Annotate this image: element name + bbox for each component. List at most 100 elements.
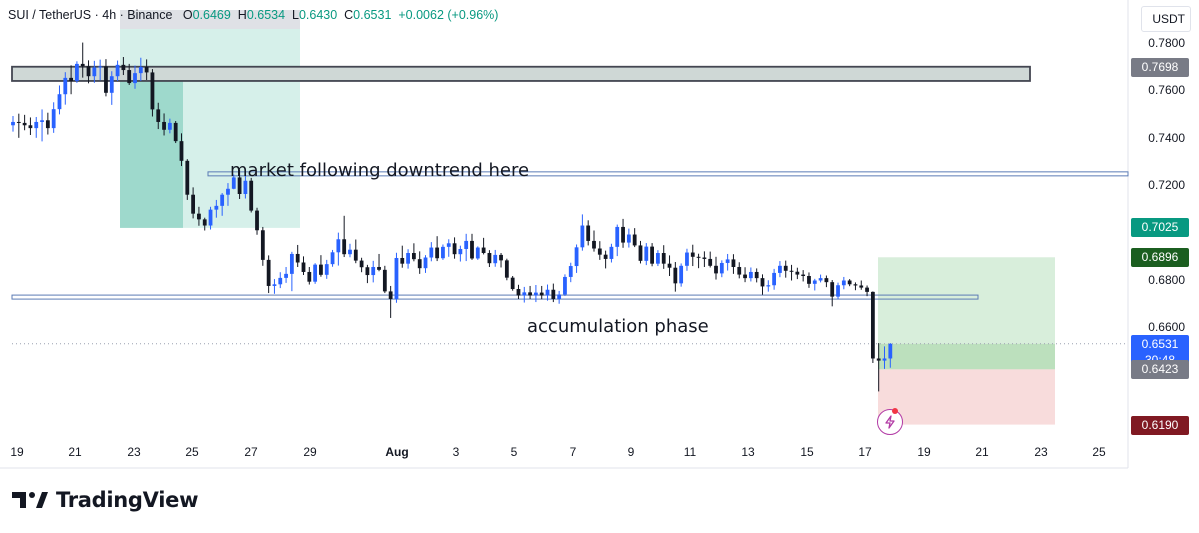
- candle-body: [766, 285, 771, 287]
- time-tick-label: 19: [917, 445, 931, 459]
- candle-body: [214, 205, 219, 210]
- candle-body: [185, 160, 190, 195]
- time-tick-label: 7: [569, 445, 577, 459]
- candle-body: [301, 262, 306, 272]
- candle-body: [499, 254, 503, 261]
- resistance-box: [11, 65, 1031, 82]
- candle-body: [690, 252, 695, 257]
- candle-body: [725, 259, 730, 263]
- candle-body: [853, 284, 858, 286]
- candle-body: [795, 271, 800, 275]
- close-label: C: [344, 8, 354, 22]
- candle-body: [179, 141, 184, 161]
- candle-body: [319, 264, 323, 275]
- candle-body: [394, 257, 399, 299]
- candle-body: [487, 253, 492, 264]
- candle-body: [295, 253, 300, 263]
- price-tag: 0.7025: [1131, 217, 1189, 237]
- candle-body: [539, 292, 544, 296]
- candle-body: [789, 270, 794, 272]
- chart-area[interactable]: SUI / TetherUS · 4h · Binance O0.6469 H0…: [0, 0, 1199, 470]
- candle-body: [557, 294, 562, 299]
- time-tick-label: 11: [683, 445, 697, 459]
- candle-body: [92, 67, 97, 77]
- candle-body: [167, 122, 172, 130]
- candle-body: [11, 121, 15, 126]
- candle-body: [685, 252, 689, 266]
- downtrend-annotation[interactable]: market following downtrend here: [230, 160, 530, 181]
- candle-body: [353, 249, 358, 261]
- candle-body: [522, 292, 527, 296]
- close-value: 0.6531: [353, 8, 392, 22]
- candle-body: [574, 247, 579, 267]
- candle-body: [371, 266, 376, 276]
- price-tick-label: 0.7800: [1148, 36, 1185, 51]
- candle-body: [307, 271, 312, 282]
- candle-body: [197, 213, 201, 220]
- candle-body: [516, 289, 521, 296]
- currency-button[interactable]: [1141, 6, 1191, 32]
- candle-body: [801, 274, 806, 276]
- candle-body: [621, 226, 625, 243]
- candle-body: [876, 358, 881, 361]
- candle-body: [237, 177, 242, 194]
- time-tick-label: 5: [510, 445, 518, 459]
- candle-body: [441, 246, 445, 259]
- candle-body: [377, 266, 381, 270]
- candle-body: [626, 234, 631, 243]
- price-tag-value: 0.6423: [1141, 362, 1179, 377]
- candle-body: [870, 291, 875, 359]
- candle-body: [115, 64, 120, 77]
- candle-body: [208, 209, 213, 226]
- candle-body: [446, 243, 451, 247]
- candle-body: [661, 253, 666, 264]
- open-value: 0.6469: [192, 8, 231, 22]
- candle-body: [133, 73, 137, 84]
- candle-body: [679, 265, 684, 284]
- low-value: 0.6430: [298, 8, 338, 22]
- candle-body: [830, 282, 835, 297]
- time-tick-label: 25: [185, 445, 199, 459]
- brand-name: TradingView: [56, 488, 199, 512]
- time-tick-label: 13: [741, 445, 755, 459]
- time-tick-label: 21: [68, 445, 82, 459]
- accumulation-annotation[interactable]: accumulation phase: [527, 316, 709, 337]
- candle-body: [144, 66, 149, 73]
- time-tick-label: 21: [975, 445, 989, 459]
- candle-body: [714, 265, 718, 274]
- price-tag-value: 0.7698: [1141, 60, 1179, 75]
- symbol-title: SUI / TetherUS · 4h · Binance: [8, 8, 173, 22]
- time-tick-label: 17: [858, 445, 872, 459]
- candle-body: [417, 259, 422, 269]
- candle-body: [220, 194, 225, 206]
- candle-body: [470, 240, 474, 259]
- time-tick-label: 23: [127, 445, 141, 459]
- candle-body: [783, 265, 788, 271]
- candle-body: [255, 210, 259, 231]
- price-tag: 0.6423: [1131, 360, 1189, 380]
- candle-body: [545, 289, 550, 296]
- price-chart[interactable]: [0, 0, 1199, 470]
- candle-body: [702, 257, 707, 259]
- time-tick-label: 15: [800, 445, 814, 459]
- time-tick-label: 3: [452, 445, 460, 459]
- candle-body: [464, 240, 469, 249]
- candle-body: [104, 66, 108, 93]
- candle-body: [69, 77, 73, 81]
- candle-body: [754, 271, 759, 279]
- candle-body: [609, 246, 614, 259]
- candle-body: [696, 256, 701, 258]
- candle-body: [534, 292, 538, 296]
- candle-body: [266, 259, 271, 286]
- candle-body: [778, 265, 782, 273]
- candle-body: [284, 273, 288, 278]
- stop-zone: [878, 369, 1055, 425]
- candle-body: [818, 278, 823, 281]
- price-tag-value: 0.7025: [1141, 219, 1179, 234]
- candle-body: [289, 253, 294, 274]
- candle-body: [324, 264, 329, 275]
- candle-body: [34, 121, 39, 129]
- alert-icon[interactable]: [877, 409, 903, 435]
- candle-body: [348, 249, 352, 255]
- tradingview-logo[interactable]: TradingView: [12, 484, 198, 516]
